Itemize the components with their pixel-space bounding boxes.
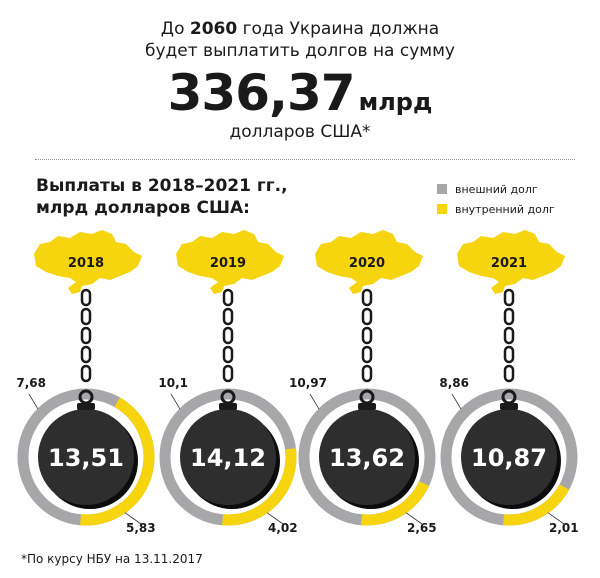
internal-debt-value: 2,65 bbox=[407, 521, 437, 535]
year-group-2019: 2019 14,12 10,1 4,02 bbox=[158, 230, 298, 535]
legend-label: внутренний долг bbox=[455, 203, 555, 216]
headline-total: 336,37 млрд bbox=[0, 64, 600, 122]
ball-ring-icon bbox=[501, 389, 517, 405]
internal-debt-arc bbox=[361, 481, 430, 526]
legend-item-external: внешний долг bbox=[437, 180, 555, 200]
chain-link-icon bbox=[222, 326, 234, 345]
ukraine-map-icon bbox=[176, 230, 284, 294]
internal-debt-value: 4,02 bbox=[268, 521, 298, 535]
chain-link-icon bbox=[361, 326, 373, 345]
chain-link-icon bbox=[222, 345, 234, 364]
internal-debt-arc bbox=[80, 397, 155, 526]
ukraine-map-icon bbox=[457, 230, 565, 294]
year-group-2018: 2018 13,51 7,68 5,83 bbox=[16, 230, 156, 535]
chain-link-icon bbox=[80, 326, 92, 345]
ball-ring-icon bbox=[359, 389, 375, 405]
chart-subtitle: Выплаты в 2018–2021 гг., млрд долларов С… bbox=[36, 175, 288, 219]
year-label: 2018 bbox=[68, 256, 104, 271]
external-debt-value: 8,86 bbox=[439, 376, 469, 390]
internal-debt-arc bbox=[503, 484, 570, 526]
chain-link-icon bbox=[361, 345, 373, 364]
legend-label: внешний долг bbox=[455, 183, 538, 196]
divider bbox=[35, 159, 575, 160]
ukraine-map-icon bbox=[34, 230, 142, 294]
chain-link-icon bbox=[503, 345, 515, 364]
total-payment: 14,12 bbox=[190, 444, 266, 472]
legend-item-internal: внутренний долг bbox=[437, 200, 555, 220]
total-payment: 10,87 bbox=[471, 444, 547, 472]
weight-ball-icon bbox=[461, 409, 557, 505]
chain-link-icon bbox=[80, 307, 92, 326]
total-payment: 13,62 bbox=[329, 444, 405, 472]
legend: внешний долг внутренний долг bbox=[437, 180, 555, 220]
chain-link-icon bbox=[503, 307, 515, 326]
internal-debt-arc bbox=[222, 448, 297, 526]
legend-swatch-yellow bbox=[437, 204, 447, 214]
headline-intro: До 2060 года Украина должна будет выплат… bbox=[0, 18, 600, 62]
chain-link-icon bbox=[503, 288, 515, 307]
intro-line2: будет выплатить долгов на сумму bbox=[144, 41, 455, 61]
chain-link-icon bbox=[80, 345, 92, 364]
external-debt-value: 10,97 bbox=[289, 376, 327, 390]
intro-text: года Украина должна bbox=[237, 19, 440, 39]
chain-link-icon bbox=[80, 288, 92, 307]
external-debt-value: 7,68 bbox=[16, 376, 46, 390]
weight-ball-icon bbox=[319, 409, 415, 505]
subtitle-line1: Выплаты в 2018–2021 гг., bbox=[36, 176, 288, 196]
ball-cap bbox=[77, 403, 95, 410]
chain-link-icon bbox=[361, 307, 373, 326]
chain-link-icon bbox=[503, 326, 515, 345]
subtitle-line2: млрд долларов США: bbox=[36, 198, 250, 218]
chain-link-icon bbox=[80, 364, 92, 383]
year-group-2020: 2020 13,62 10,97 2,65 bbox=[289, 230, 437, 535]
external-debt-value: 10,1 bbox=[158, 376, 188, 390]
chain-link-icon bbox=[361, 288, 373, 307]
year-label: 2020 bbox=[349, 256, 385, 271]
chain-link-icon bbox=[222, 288, 234, 307]
ball-cap bbox=[500, 403, 518, 410]
intro-year: 2060 bbox=[189, 19, 238, 39]
legend-swatch-gray bbox=[437, 184, 447, 194]
ball-cap bbox=[358, 403, 376, 410]
total-unit: млрд bbox=[358, 88, 433, 116]
internal-debt-value: 5,83 bbox=[126, 521, 156, 535]
total-value: 336,37 bbox=[167, 64, 356, 122]
year-label: 2019 bbox=[210, 256, 246, 271]
currency-label: долларов США* bbox=[229, 122, 371, 142]
ball-ring-icon bbox=[220, 389, 236, 405]
ball-cap bbox=[219, 403, 237, 410]
year-group-2021: 2021 10,87 8,86 2,01 bbox=[439, 230, 579, 535]
chain-link-icon bbox=[361, 364, 373, 383]
ukraine-map-icon bbox=[315, 230, 423, 294]
weight-ball-icon bbox=[180, 409, 276, 505]
weight-ball-icon bbox=[38, 409, 134, 505]
total-payment: 13,51 bbox=[48, 444, 124, 472]
chain-link-icon bbox=[222, 307, 234, 326]
intro-text: До bbox=[160, 19, 190, 39]
chain-link-icon bbox=[222, 364, 234, 383]
footnote: *По курсу НБУ на 13.11.2017 bbox=[21, 552, 203, 566]
ball-ring-icon bbox=[78, 389, 94, 405]
chain-link-icon bbox=[503, 364, 515, 383]
year-label: 2021 bbox=[491, 256, 527, 271]
internal-debt-value: 2,01 bbox=[549, 521, 579, 535]
